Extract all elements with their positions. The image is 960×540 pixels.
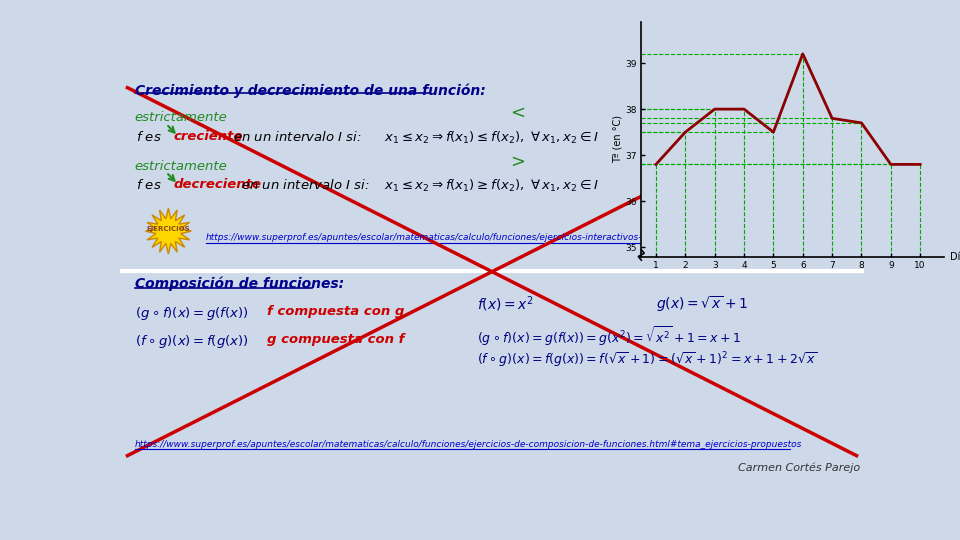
Text: TEMA 2: Funciones reales: TEMA 2: Funciones reales <box>701 75 860 88</box>
Text: $>$: $>$ <box>507 153 525 171</box>
Text: $f(x) = x^2$: $f(x) = x^2$ <box>477 294 534 314</box>
Text: https://www.superprof.es/apuntes/escolar/matematicas/calculo/funciones/ejercicio: https://www.superprof.es/apuntes/escolar… <box>134 440 803 449</box>
Text: g compuesta con f: g compuesta con f <box>267 333 405 346</box>
Text: $(f \circ g)(x) = f(g(x))$: $(f \circ g)(x) = f(g(x))$ <box>134 333 249 350</box>
Text: $f$ es: $f$ es <box>136 178 162 192</box>
Text: estrictamente: estrictamente <box>134 111 228 124</box>
Text: $(g \circ f)(x) = g(f(x)) = g(x^2) = \sqrt{x^2} + 1 = x + 1$: $(g \circ f)(x) = g(f(x)) = g(x^2) = \sq… <box>477 324 741 348</box>
Text: Composición de funciones:: Composición de funciones: <box>134 277 344 292</box>
Text: Crecimiento y decrecimiento de una función:: Crecimiento y decrecimiento de una funci… <box>134 84 486 98</box>
Y-axis label: Tª (en °C): Tª (en °C) <box>612 115 622 163</box>
Text: $<$: $<$ <box>507 104 525 122</box>
Text: en un intervalo $I$ si:: en un intervalo $I$ si: <box>233 130 362 144</box>
Text: f compuesta con g: f compuesta con g <box>267 305 405 318</box>
Text: decreciente: decreciente <box>174 178 261 191</box>
Text: EJERCICIOS: EJERCICIOS <box>147 226 190 232</box>
Text: Días: Días <box>949 252 960 261</box>
Text: Carmen Cortés Parejo: Carmen Cortés Parejo <box>738 463 860 473</box>
Text: $(f \circ g)(x) = f(g(x)) = f(\sqrt{x}+1) = (\sqrt{x}+1)^2 = x + 1 + 2\sqrt{x}$: $(f \circ g)(x) = f(g(x)) = f(\sqrt{x}+1… <box>477 351 818 370</box>
Text: $x_1 \leq x_2 \Rightarrow f(x_1) \leq f(x_2),\ \forall\, x_1, x_2 \in I$: $x_1 \leq x_2 \Rightarrow f(x_1) \leq f(… <box>384 130 599 146</box>
Text: estrictamente: estrictamente <box>134 160 228 173</box>
Text: $f$ es: $f$ es <box>136 130 162 144</box>
Text: creciente: creciente <box>174 130 243 143</box>
Polygon shape <box>145 208 191 254</box>
Text: $(g \circ f)(x) = g(f(x))$: $(g \circ f)(x) = g(f(x))$ <box>134 305 249 322</box>
Text: $g(x) = \sqrt{x} + 1$: $g(x) = \sqrt{x} + 1$ <box>656 294 748 314</box>
Text: https://www.superprof.es/apuntes/escolar/matematicas/calculo/funciones/ejercicio: https://www.superprof.es/apuntes/escolar… <box>205 233 809 242</box>
Text: $x_1 \leq x_2 \Rightarrow f(x_1) \geq f(x_2),\ \forall\, x_1, x_2 \in I$: $x_1 \leq x_2 \Rightarrow f(x_1) \geq f(… <box>384 178 599 194</box>
Text: en un intervalo $I$ si:: en un intervalo $I$ si: <box>241 178 370 192</box>
